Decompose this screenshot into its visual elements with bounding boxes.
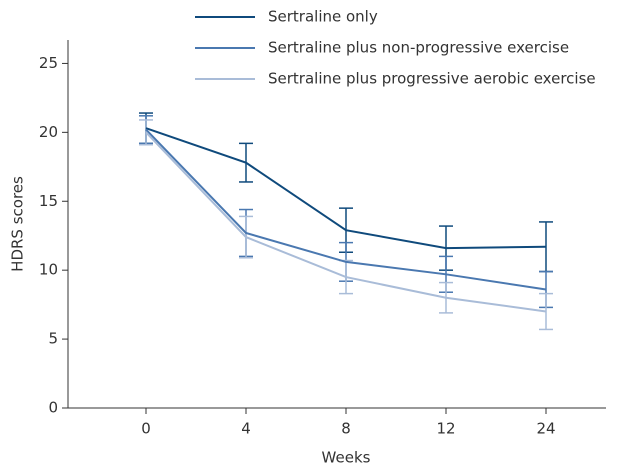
y-tick-label: 25	[39, 54, 58, 72]
x-axis-label: Weeks	[322, 449, 371, 466]
series-line	[145, 131, 547, 313]
x-tick-label: 24	[536, 420, 555, 438]
y-tick-label: 0	[48, 399, 58, 417]
x-tick-label: 8	[341, 420, 351, 438]
y-tick-label: 20	[39, 123, 58, 141]
y-axis-label: HDRS scores	[9, 176, 27, 272]
x-tick-label: 0	[141, 420, 151, 438]
series-line	[145, 127, 547, 250]
legend-label: Sertraline plus progressive aerobic exer…	[268, 70, 596, 88]
x-tick-label: 4	[241, 420, 251, 438]
y-tick-label: 10	[39, 261, 58, 279]
x-tick-label: 12	[436, 420, 455, 438]
series-line	[145, 128, 547, 291]
legend-label: Sertraline plus non-progressive exercise	[268, 39, 569, 57]
y-tick-label: 5	[48, 330, 58, 348]
y-tick-label: 15	[39, 192, 58, 210]
legend-label: Sertraline only	[268, 8, 378, 26]
